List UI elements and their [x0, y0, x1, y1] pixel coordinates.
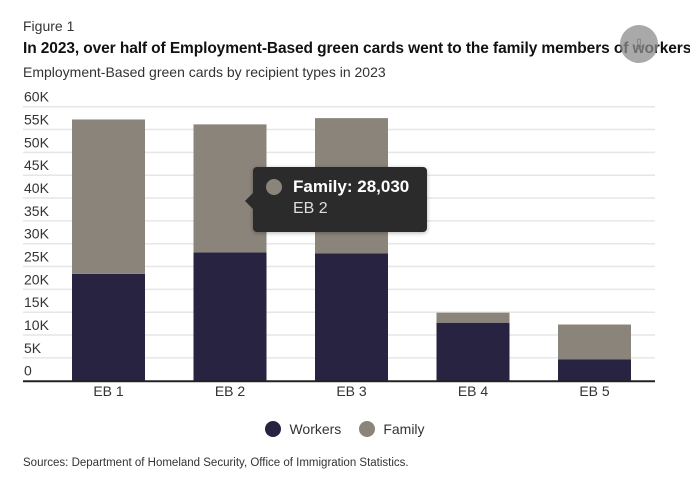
y-tick-label: 25K: [24, 249, 50, 265]
bar-workers: [72, 273, 145, 381]
tooltip-category: EB 2: [293, 200, 328, 217]
bar-workers: [193, 252, 267, 381]
tooltip-swatch: [266, 179, 282, 195]
y-tick-label: 5K: [24, 340, 42, 356]
y-tick-label: 10K: [24, 317, 50, 333]
y-tick-label: 20K: [24, 271, 50, 287]
bar-workers: [315, 253, 388, 381]
y-tick-label: 30K: [24, 226, 50, 242]
bar-family: [72, 119, 145, 274]
chart-title: In 2023, over half of Employment-Based g…: [23, 40, 690, 57]
y-tick-label: 15K: [24, 294, 50, 310]
chart-subtitle: Employment-Based green cards by recipien…: [23, 64, 386, 80]
tooltip-value: Family: 28,030: [293, 177, 410, 196]
x-tick-label: EB 4: [458, 383, 489, 399]
legend-swatch-workers: [265, 421, 282, 437]
x-tick-label: EB 5: [579, 383, 610, 399]
share-icon: ⇩: [633, 35, 645, 52]
bar-workers: [558, 359, 631, 381]
bar-workers: [436, 322, 510, 381]
x-tick-label: EB 2: [215, 383, 246, 399]
y-tick-label: 60K: [24, 89, 50, 105]
tooltip: Family: 28,030 EB 2: [245, 167, 427, 232]
x-tick-label: EB 1: [93, 383, 124, 399]
x-tick-label: EB 3: [336, 383, 367, 399]
bar-family: [436, 312, 510, 323]
legend: Workers Family: [0, 421, 690, 437]
y-tick-label: 0: [24, 363, 32, 379]
y-tick-label: 55K: [24, 112, 50, 128]
legend-item-workers[interactable]: Workers: [265, 421, 341, 437]
bar-family: [558, 324, 631, 360]
figure-label: Figure 1: [23, 18, 75, 34]
y-tick-label: 40K: [24, 180, 50, 196]
share-button[interactable]: ⇩: [620, 25, 658, 63]
y-tick-label: 35K: [24, 203, 50, 219]
legend-label-workers: Workers: [289, 421, 342, 437]
y-tick-label: 50K: [24, 134, 50, 150]
legend-swatch-family: [359, 421, 376, 437]
legend-item-family[interactable]: Family: [359, 421, 425, 437]
legend-label-family: Family: [383, 421, 425, 437]
source-note: Sources: Department of Homeland Security…: [23, 457, 409, 469]
y-tick-label: 45K: [24, 157, 50, 173]
